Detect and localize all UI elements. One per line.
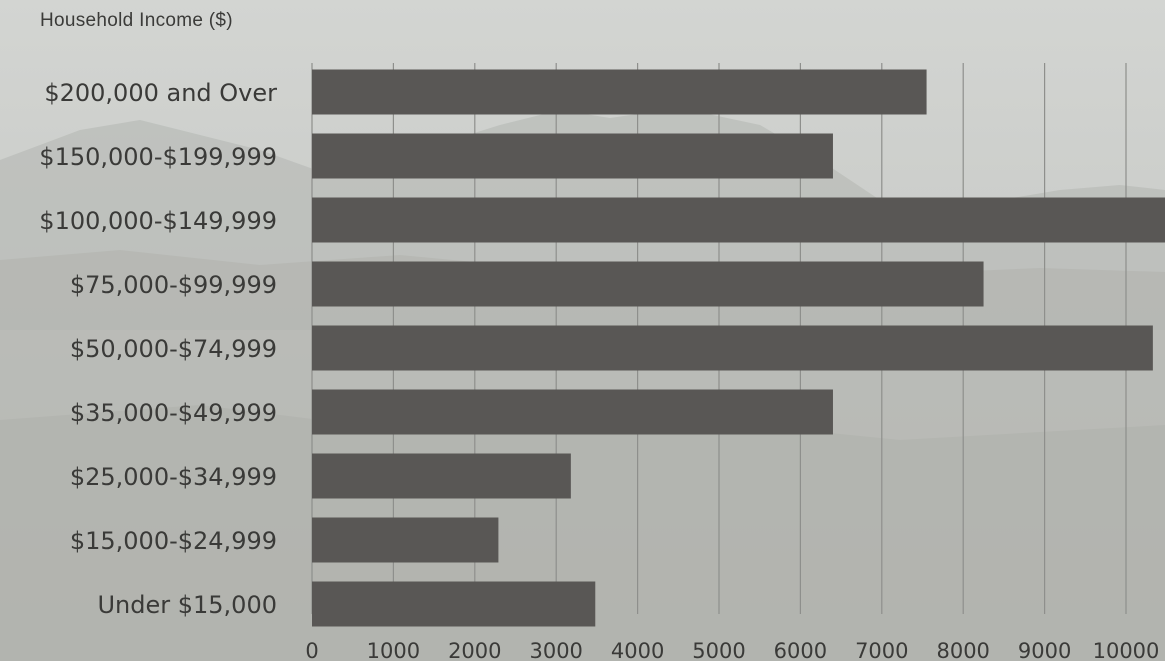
bar <box>312 133 833 179</box>
chart-title: Household Income ($) <box>40 10 233 31</box>
x-tick-label: 8000 <box>936 639 989 661</box>
category-label: $150,000-$199,999 <box>39 143 277 171</box>
bar <box>312 453 571 499</box>
category-label: $75,000-$99,999 <box>70 271 277 299</box>
x-tick-label: 5000 <box>692 639 745 661</box>
category-labels: $200,000 and Over $150,000-$199,999 $100,0… <box>39 79 277 619</box>
x-tick-label: 4000 <box>611 639 664 661</box>
bar <box>312 69 927 115</box>
x-tick-label: 2000 <box>448 639 501 661</box>
x-tick-label: 10000 <box>1093 639 1160 661</box>
x-tick-label: 1000 <box>367 639 420 661</box>
x-tick-label: 9000 <box>1018 639 1071 661</box>
bars <box>312 69 1165 627</box>
bar <box>312 261 984 307</box>
category-label: $15,000-$24,999 <box>70 527 277 555</box>
x-tick-label: 7000 <box>855 639 908 661</box>
category-label: Under $15,000 <box>97 591 277 619</box>
category-label: $50,000-$74,999 <box>70 335 277 363</box>
x-tick-label: 3000 <box>529 639 582 661</box>
category-label: $25,000-$34,999 <box>70 463 277 491</box>
category-label: $200,000 and Over <box>44 79 277 107</box>
x-axis-tick-labels: 0 1000 2000 3000 4000 5000 6000 7000 8000 9000 100… <box>305 639 1159 661</box>
bar <box>312 389 833 435</box>
bar <box>312 197 1165 243</box>
x-tick-label: 0 <box>305 639 318 661</box>
bar <box>312 581 596 627</box>
bar <box>312 517 499 563</box>
category-label: $35,000-$49,999 <box>70 399 277 427</box>
bar <box>312 325 1153 371</box>
x-tick-label: 6000 <box>774 639 827 661</box>
category-label: $100,000-$149,999 <box>39 207 277 235</box>
